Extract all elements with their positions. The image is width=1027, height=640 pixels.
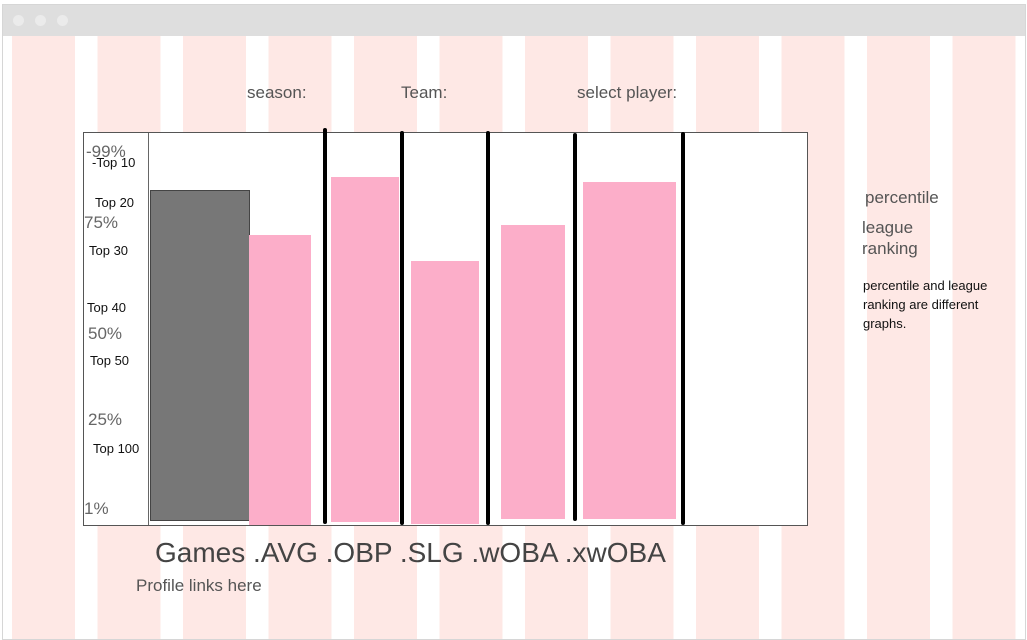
bar-woba — [501, 225, 565, 519]
bar-xwoba — [583, 181, 676, 519]
bar-games — [150, 189, 250, 521]
player-select[interactable]: select player: — [577, 83, 678, 102]
column-divider — [400, 131, 404, 525]
column-divider — [681, 132, 685, 525]
window-titlebar — [3, 5, 1025, 36]
column-divider — [486, 131, 490, 525]
rank-label: Top 50 — [90, 353, 130, 368]
window-minimize-icon[interactable] — [35, 15, 46, 26]
graph-note: percentile and league ranking are differ… — [863, 278, 988, 331]
profile-links[interactable]: Profile links here — [136, 576, 262, 595]
rank-label: Top 100 — [93, 441, 140, 456]
bar-obp — [331, 177, 399, 522]
column-divider — [323, 128, 327, 524]
rank-label: Top 20 — [95, 195, 135, 210]
window-maximize-icon[interactable] — [57, 15, 68, 26]
rank-label: Top 40 — [87, 300, 127, 315]
rank-label: Top 30 — [89, 243, 129, 258]
team-select[interactable]: Team: — [401, 83, 448, 102]
y-tick-label: 1% — [84, 499, 109, 518]
league-ranking-toggle-label[interactable]: ranking — [862, 239, 918, 258]
league-ranking-toggle[interactable]: league — [862, 218, 914, 237]
y-tick-label: -99% — [86, 142, 126, 161]
bar-slg — [411, 261, 479, 524]
window-close-icon[interactable] — [13, 15, 24, 26]
y-tick-label: 75% — [84, 213, 119, 232]
rank-label: -Top 10 — [92, 155, 136, 170]
category-labels: Games .AVG .OBP .SLG .wOBA .xwOBA — [155, 537, 666, 568]
percentile-bar-chart: -99% 75% 50% 25% 1% -Top 10 Top 20 Top 3… — [83, 128, 808, 526]
y-tick-label: 25% — [88, 410, 123, 429]
season-select[interactable]: season: — [247, 83, 307, 102]
y-axis-line — [148, 133, 149, 525]
column-divider — [573, 133, 577, 521]
y-tick-label: 50% — [88, 324, 123, 343]
percentile-toggle[interactable]: percentile — [865, 188, 939, 207]
bar-avg — [249, 234, 311, 525]
